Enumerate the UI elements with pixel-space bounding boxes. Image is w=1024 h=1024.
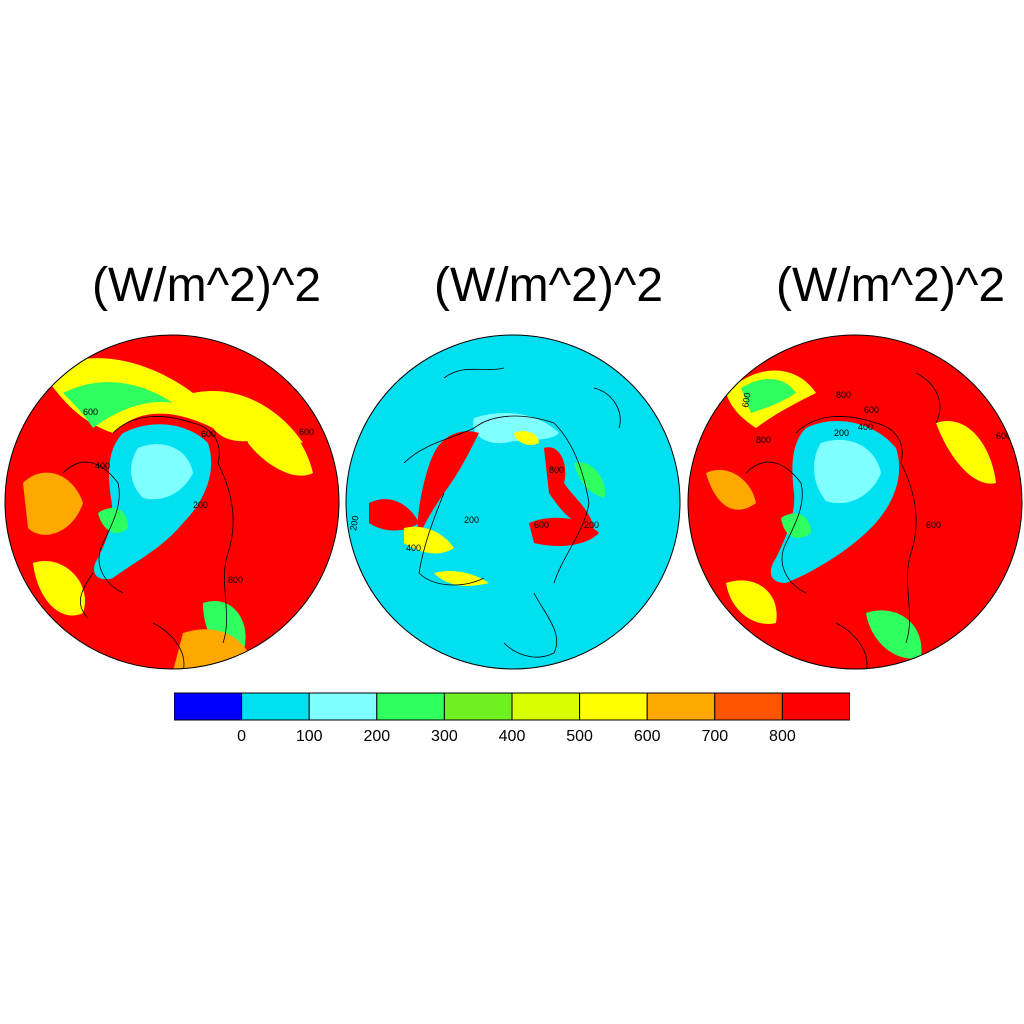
map-1-contour-label-3: 800 bbox=[228, 575, 243, 585]
map-2-border bbox=[345, 334, 681, 670]
colorbar-tick-label: 700 bbox=[701, 728, 728, 745]
colorbar-tick-label: 600 bbox=[634, 728, 661, 745]
map-2-contour-label-6: 200 bbox=[584, 520, 599, 530]
colorbar-tick-label: 300 bbox=[431, 728, 458, 745]
map-3-contour-label-4: 400 bbox=[858, 422, 873, 432]
colorbar-boxes bbox=[174, 692, 850, 721]
map-2-yellow-patch-north bbox=[514, 431, 539, 445]
colorbar-box-9 bbox=[781, 692, 850, 721]
polar-map-2: 200 400 200 600 800 200 bbox=[345, 334, 681, 670]
map-3-border bbox=[687, 334, 1023, 670]
colorbar-tick-label: 200 bbox=[363, 728, 390, 745]
colorbar-tick-label: 100 bbox=[296, 728, 323, 745]
map-1-contour-label-6: 600 bbox=[83, 407, 98, 417]
map-2-high-band-west bbox=[417, 431, 479, 538]
polar-map-1: 400 600 800 200 600 600 bbox=[4, 334, 340, 670]
map-1-contour-label-1: 400 bbox=[95, 461, 110, 471]
map-2-contour-label-3: 200 bbox=[464, 515, 479, 525]
colorbar-tick-label: 0 bbox=[237, 728, 246, 745]
map-2-yellow-band-southwest bbox=[404, 526, 454, 554]
map-3-green-patch-northwest bbox=[741, 378, 796, 413]
map-1-yellow-patch-east bbox=[243, 411, 313, 476]
map-3-contour-label-6: 600 bbox=[996, 431, 1011, 441]
map-3-contour-label-7: 800 bbox=[756, 435, 771, 445]
colorbar-box-4 bbox=[443, 692, 513, 721]
map-1-contour-label-4: 200 bbox=[193, 500, 208, 510]
colorbar-tick-label: 800 bbox=[769, 728, 796, 745]
map-2-high-band-east bbox=[544, 447, 594, 528]
polar-map-3: 800 600 200 400 600 600 800 600 bbox=[687, 334, 1023, 670]
colorbar-labels: 0 100 200 300 400 500 600 700 800 bbox=[237, 728, 796, 745]
panel-3-title: (W/m^2)^2 bbox=[776, 259, 1006, 312]
map-3-green-patch-south bbox=[866, 610, 922, 659]
map-1-coastlines bbox=[62, 416, 234, 669]
map-1-green-patch-north bbox=[63, 382, 173, 428]
map-2-contour-label-4: 600 bbox=[534, 520, 549, 530]
map-2-contour-label-5: 800 bbox=[549, 465, 564, 475]
colorbar-box-8 bbox=[714, 692, 783, 721]
panel-1-title: (W/m^2)^2 bbox=[92, 259, 322, 312]
map-1-border bbox=[4, 334, 340, 670]
map-2-high-patch-far-west bbox=[369, 499, 419, 531]
map-3-contour-label-5: 600 bbox=[740, 392, 752, 409]
colorbar-box-7 bbox=[646, 692, 716, 721]
colorbar-box-1 bbox=[241, 692, 310, 721]
map-3-green-patch-canada bbox=[781, 513, 811, 538]
map-1-ice-core bbox=[131, 444, 193, 500]
colorbar-box-5 bbox=[511, 692, 581, 721]
panel-2-title: (W/m^2)^2 bbox=[434, 259, 664, 312]
map-3-yellow-patch-east bbox=[936, 421, 996, 484]
map-1-contour-label-5: 600 bbox=[299, 427, 314, 437]
map-2-background-field bbox=[346, 335, 680, 669]
map-2-ice-region-north bbox=[473, 413, 559, 444]
map-2-coastlines bbox=[403, 367, 621, 658]
colorbar-tick-label: 400 bbox=[499, 728, 526, 745]
map-3-contour-label-8: 600 bbox=[926, 520, 941, 530]
colorbar-tick-label: 500 bbox=[566, 728, 593, 745]
colorbar: 0 100 200 300 400 500 600 700 800 bbox=[174, 692, 850, 745]
colorbar-box-6 bbox=[579, 692, 648, 721]
map-2-yellow-band-south bbox=[434, 571, 489, 586]
map-2-contour-label-1: 200 bbox=[348, 515, 360, 532]
map-3-yellow-patch-southwest bbox=[726, 580, 777, 624]
map-1-moderate-band-north bbox=[43, 358, 303, 443]
map-3-ice-core bbox=[814, 439, 881, 504]
map-1-yellow-patch-southwest bbox=[33, 561, 85, 616]
map-2-contour-label-2: 400 bbox=[406, 543, 421, 553]
map-3-coastlines bbox=[745, 372, 941, 669]
map-3-orange-patch-west bbox=[706, 469, 756, 510]
map-1-orange-patch-west bbox=[23, 472, 83, 535]
colorbar-box-3 bbox=[376, 692, 445, 721]
map-3-contour-label-1: 800 bbox=[836, 390, 851, 400]
colorbar-box-0 bbox=[174, 692, 243, 721]
colorbar-box-2 bbox=[308, 692, 378, 721]
map-3-contour-label-3: 200 bbox=[834, 428, 849, 438]
map-2-high-patch-southeast bbox=[529, 517, 599, 546]
map-1-contour-label-2: 600 bbox=[201, 429, 216, 439]
map-3-contour-label-2: 600 bbox=[864, 405, 879, 415]
